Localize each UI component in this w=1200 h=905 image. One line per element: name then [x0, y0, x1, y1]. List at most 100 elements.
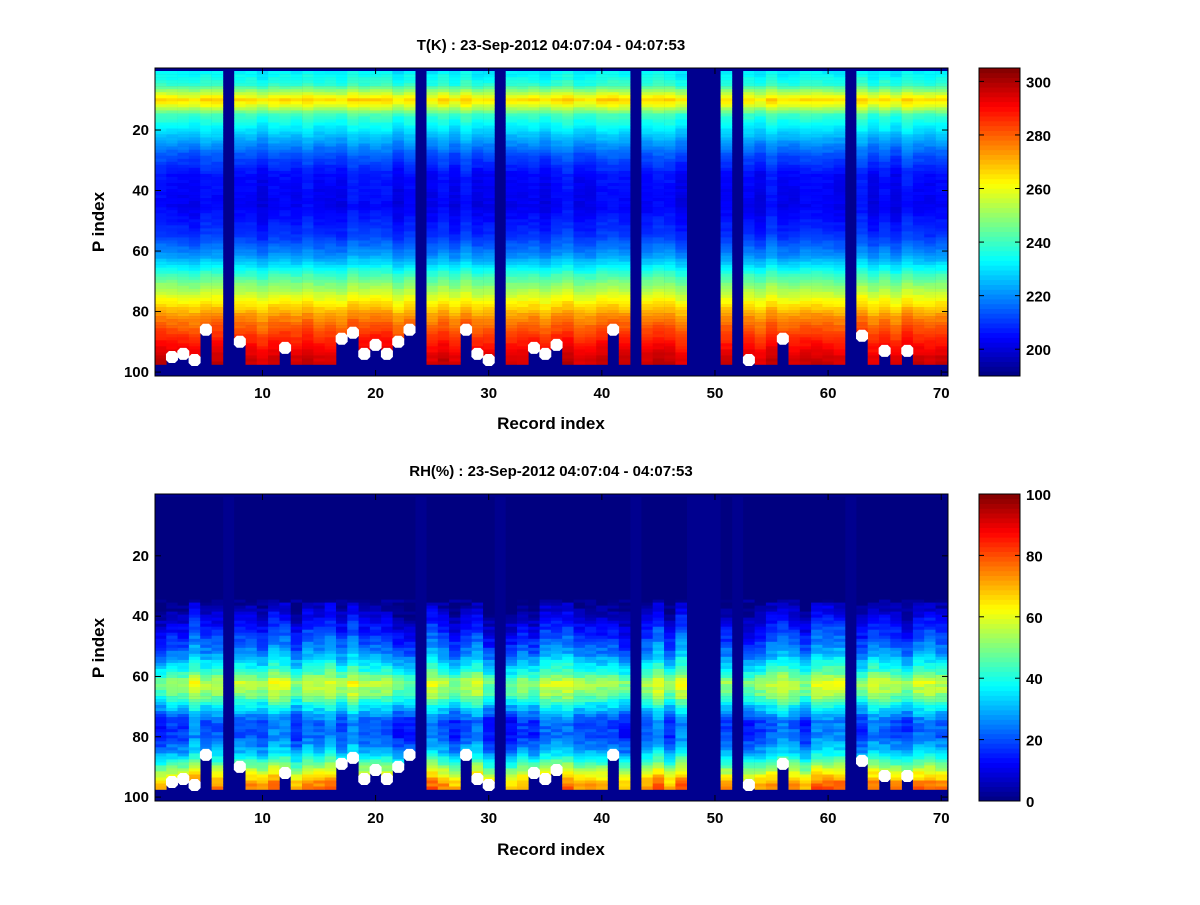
heatmap-cell — [517, 95, 529, 99]
heatmap-cell — [562, 234, 574, 238]
heatmap-cell — [200, 264, 212, 268]
heatmap-cell — [358, 161, 371, 166]
heatmap-cell — [449, 282, 461, 287]
heatmap-cell — [618, 201, 631, 205]
heatmap-cell — [256, 170, 269, 175]
heatmap-cell — [664, 225, 676, 229]
heatmap-cell — [369, 195, 382, 199]
heatmap-cell — [652, 143, 665, 147]
heatmap-cell — [155, 273, 167, 277]
heatmap-cell — [765, 119, 778, 123]
heatmap-cell — [675, 307, 687, 311]
heatmap-cell — [811, 116, 823, 120]
heatmap-cell — [675, 170, 687, 175]
heatmap-cell — [777, 128, 789, 132]
heatmap-cell — [720, 240, 733, 244]
heatmap-cell — [505, 213, 518, 217]
heatmap-cell — [347, 140, 359, 144]
heatmap-cell — [324, 288, 337, 293]
heatmap-cell — [743, 119, 755, 123]
heatmap-cell — [155, 228, 167, 232]
heatmap-cell — [562, 128, 574, 132]
heatmap-cell — [822, 149, 834, 153]
heatmap-cell — [754, 116, 767, 120]
heatmap-cell — [166, 131, 178, 135]
heatmap-cell — [765, 204, 778, 208]
heatmap-cell — [777, 195, 789, 199]
heatmap-cell — [177, 285, 190, 290]
heatmap-cell — [279, 192, 291, 196]
heatmap-cell — [426, 179, 439, 184]
heatmap-cell — [573, 173, 586, 178]
heatmap-cell — [426, 334, 439, 338]
heatmap-cell — [279, 173, 291, 178]
heatmap-cell — [596, 331, 608, 335]
heatmap-cell — [550, 261, 563, 265]
heatmap-cell — [505, 192, 518, 196]
heatmap-cell — [369, 279, 382, 284]
heatmap-cell — [347, 276, 359, 281]
heatmap-cell — [528, 158, 540, 163]
heatmap-cell — [324, 183, 337, 187]
heatmap-cell — [166, 149, 178, 153]
heatmap-cell — [641, 86, 653, 90]
heatmap-cell — [200, 95, 212, 99]
heatmap-cell — [822, 258, 834, 262]
heatmap-cell — [811, 291, 823, 296]
heatmap-cell — [358, 140, 371, 144]
heatmap-cell — [324, 328, 337, 332]
heatmap-cell — [517, 101, 529, 105]
heatmap-cell — [799, 325, 812, 329]
heatmap-cell — [777, 288, 789, 293]
heatmap-cell — [528, 113, 540, 117]
heatmap-cell — [268, 310, 280, 314]
heatmap-cell — [517, 255, 529, 259]
heatmap-cell — [358, 107, 371, 111]
heatmap-cell — [437, 152, 450, 156]
heatmap-cell — [234, 149, 246, 153]
heatmap-cell — [268, 176, 280, 181]
heatmap-cell — [573, 337, 586, 341]
heatmap-cell — [279, 71, 291, 75]
heatmap-cell — [437, 234, 450, 238]
heatmap-cell — [765, 195, 778, 199]
heatmap-cell — [268, 346, 280, 350]
heatmap-cell — [777, 92, 789, 96]
heatmap-cell — [245, 149, 258, 153]
heatmap-cell — [471, 95, 484, 99]
heatmap-cell — [256, 158, 269, 163]
heatmap-cell — [483, 195, 495, 199]
heatmap-cell — [381, 279, 393, 284]
heatmap-cell — [437, 104, 450, 108]
heatmap-cell — [483, 213, 495, 217]
heatmap-cell — [245, 128, 258, 132]
heatmap-cell — [426, 249, 439, 253]
heatmap-cell — [720, 125, 733, 129]
heatmap-cell — [358, 325, 371, 329]
heatmap-cell — [562, 301, 574, 305]
heatmap-cell — [460, 192, 472, 196]
heatmap-cell — [833, 307, 846, 311]
heatmap-cell — [788, 307, 801, 311]
heatmap-cell — [369, 264, 382, 268]
heatmap-cell — [290, 219, 303, 223]
heatmap-cell — [517, 201, 529, 205]
heatmap-cell — [302, 301, 314, 305]
heatmap-cell — [743, 146, 755, 150]
heatmap-cell — [573, 104, 586, 108]
heatmap-cell — [369, 246, 382, 250]
heatmap-cell — [177, 228, 190, 232]
heatmap-cell — [347, 74, 359, 78]
heatmap-cell — [743, 297, 755, 302]
heatmap-cell — [539, 179, 552, 184]
heatmap-cell — [675, 267, 687, 271]
heatmap-cell — [460, 128, 472, 132]
heatmap-cell — [403, 301, 416, 305]
heatmap-cell — [777, 249, 789, 253]
heatmap-cell — [324, 304, 337, 308]
heatmap-cell — [166, 288, 178, 293]
heatmap-cell — [449, 313, 461, 317]
heatmap-cell — [234, 240, 246, 244]
heatmap-cell — [675, 164, 687, 169]
heatmap-cell — [799, 77, 812, 81]
